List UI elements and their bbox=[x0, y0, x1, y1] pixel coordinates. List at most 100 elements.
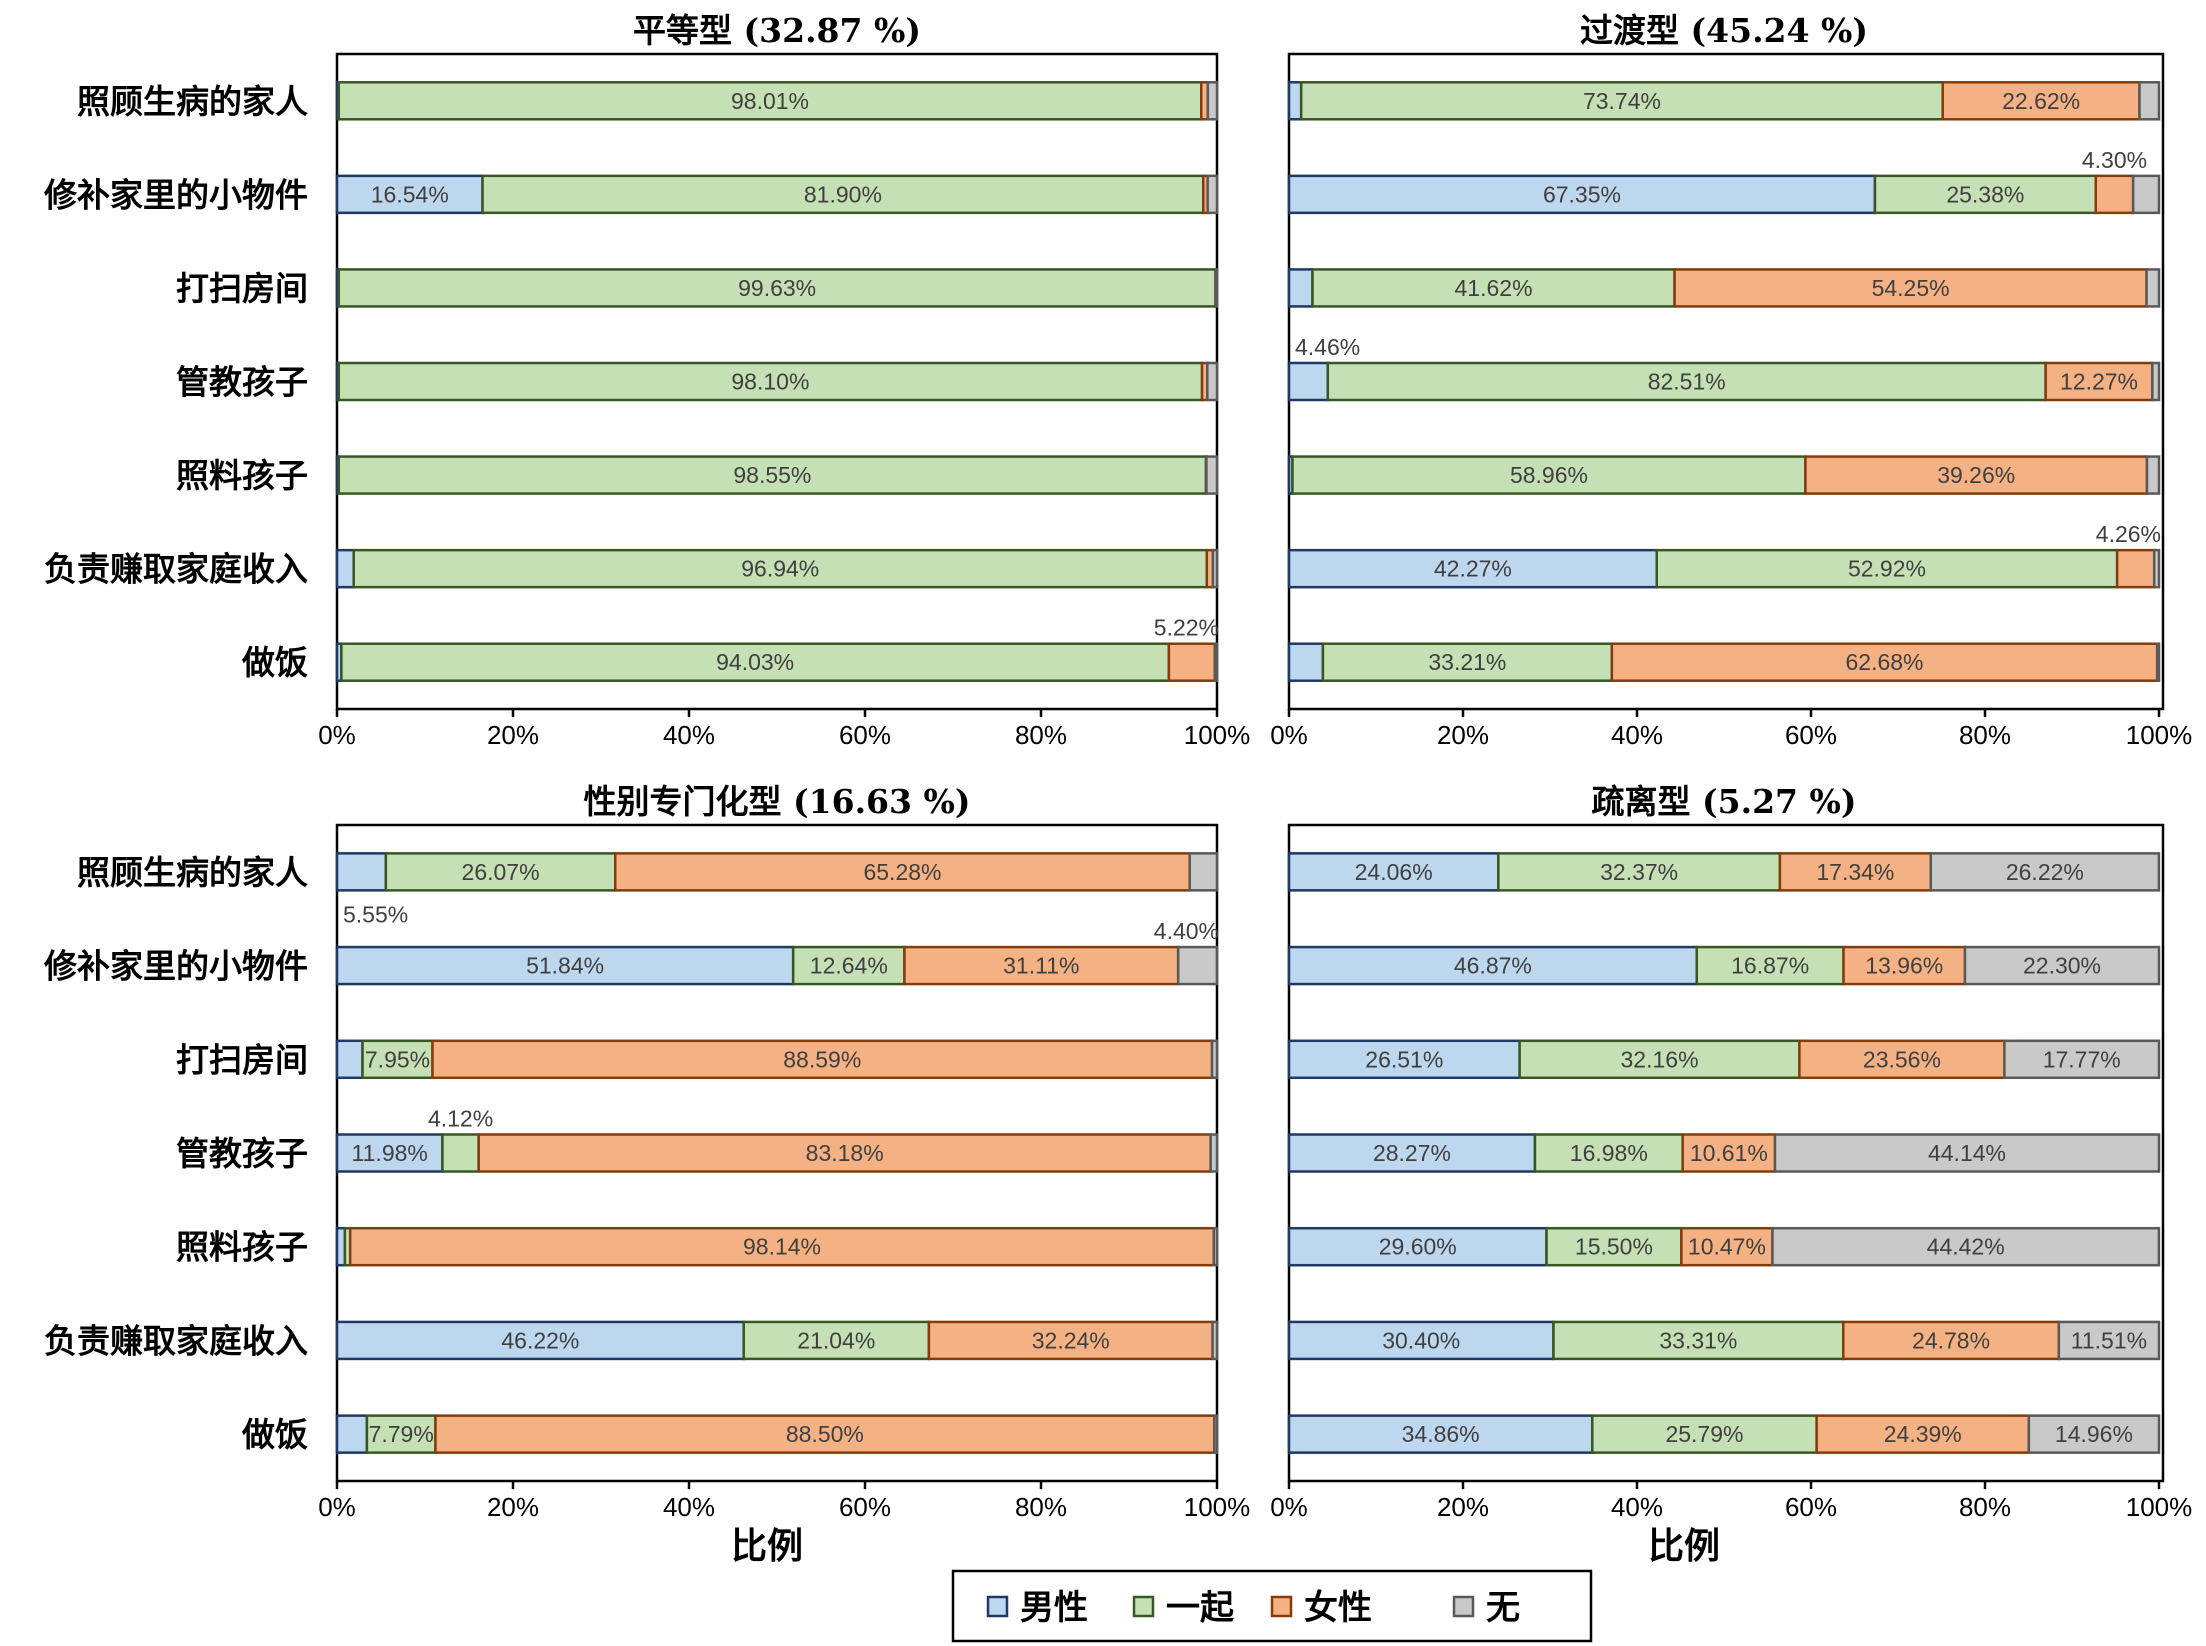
category-label: 照料孩子 bbox=[176, 1228, 308, 1267]
bar-segment-male bbox=[1287, 174, 1877, 215]
category-label: 做饭 bbox=[241, 1415, 308, 1454]
bar-segment-none bbox=[1209, 1133, 1219, 1173]
data-label: 31.11% bbox=[1003, 953, 1079, 979]
bar-segment-none bbox=[1211, 548, 1219, 589]
x-tick-label: 60% bbox=[839, 720, 891, 750]
data-label: 15.50% bbox=[1575, 1234, 1653, 1260]
legend-entry: 男性 bbox=[1020, 1588, 1088, 1628]
bar-segment-none bbox=[2151, 361, 2161, 402]
data-label: 82.51% bbox=[1648, 369, 1726, 395]
bar-segment-male bbox=[1287, 1039, 1521, 1080]
bar-segment-none bbox=[1188, 852, 1219, 892]
bar-row: 管教孩子 11.98% 83.18% 4.12% bbox=[176, 1106, 1219, 1173]
x-tick-label: 20% bbox=[1437, 1492, 1489, 1522]
bar-segment-together bbox=[1533, 1133, 1684, 1173]
category-label: 照料孩子 bbox=[176, 456, 308, 495]
bar-segment-none bbox=[1176, 945, 1219, 986]
bar-segment-together bbox=[365, 1414, 437, 1454]
data-label: 32.37% bbox=[1600, 859, 1678, 885]
bar-segment-male bbox=[1287, 945, 1699, 986]
bar-segment-male bbox=[1287, 361, 1330, 402]
data-label: 83.18% bbox=[806, 1140, 884, 1166]
bar-segment-female bbox=[1804, 455, 2149, 495]
bar-segment-none bbox=[2145, 268, 2161, 308]
bar-segment-male bbox=[1287, 548, 1658, 589]
data-label: 7.95% bbox=[365, 1046, 430, 1072]
data-label: 58.96% bbox=[1510, 462, 1588, 488]
x-tick-label: 40% bbox=[663, 720, 715, 750]
bar-segment-none bbox=[2131, 174, 2161, 215]
data-label: 28.27% bbox=[1373, 1140, 1451, 1166]
panel-1: 平等型 (32.87 %) 照顾生病的家人 98.01% 修补家里的小物件 16.54%… bbox=[43, 11, 1250, 750]
data-label: 25.79% bbox=[1665, 1421, 1743, 1447]
x-tick-label: 60% bbox=[1785, 720, 1837, 750]
bar-segment-none bbox=[1210, 1039, 1219, 1080]
data-label: 98.10% bbox=[731, 369, 809, 395]
x-tick-label: 40% bbox=[1611, 1492, 1663, 1522]
bar-segment-none bbox=[1213, 1414, 1219, 1454]
bar-segment-female bbox=[2115, 548, 2156, 589]
data-label: 13.96% bbox=[1865, 953, 1943, 979]
data-label: 23.56% bbox=[1863, 1046, 1941, 1072]
data-label-outside: 4.26% bbox=[2096, 521, 2161, 547]
data-label: 33.31% bbox=[1659, 1327, 1737, 1353]
panel-title: 性别专门化型 (16.63 %) bbox=[584, 782, 971, 821]
bar-segment-female bbox=[1673, 268, 2148, 308]
data-label: 12.64% bbox=[810, 953, 888, 979]
data-label: 88.50% bbox=[786, 1421, 864, 1447]
bar-segment-none bbox=[1211, 1320, 1219, 1361]
legend-entry: 女性 bbox=[1304, 1588, 1372, 1628]
bar-segment-none bbox=[1212, 1226, 1219, 1267]
bar-segment-none bbox=[1771, 1226, 2161, 1267]
bar-segment-female bbox=[434, 1414, 1216, 1454]
x-tick-label: 100% bbox=[1184, 1492, 1251, 1522]
data-label: 88.59% bbox=[783, 1046, 861, 1072]
bar-row: 做饭 94.03% 5.22% bbox=[241, 615, 1219, 683]
x-tick-label: 60% bbox=[1785, 1492, 1837, 1522]
bar-segment-none bbox=[1929, 852, 2161, 892]
category-label: 修补家里的小物件 bbox=[43, 947, 308, 986]
bar-segment-male bbox=[335, 852, 388, 892]
bar-row: 修补家里的小物件 16.54% 81.90% bbox=[43, 174, 1219, 214]
panel-title: 平等型 (32.87 %) bbox=[633, 11, 921, 50]
data-label: 12.27% bbox=[2060, 369, 2138, 395]
x-tick-label: 20% bbox=[1437, 720, 1489, 750]
bar-row: 照顾生病的家人 98.01% bbox=[77, 81, 1219, 121]
bar-row: 打扫房间 7.95% 88.59% bbox=[176, 1039, 1219, 1080]
bar-segment-together bbox=[337, 455, 1208, 495]
bar-segment-none bbox=[2057, 1320, 2161, 1361]
legend-swatch bbox=[1452, 1595, 1475, 1618]
category-label: 做饭 bbox=[241, 643, 308, 682]
bar-segment-none bbox=[1773, 1133, 2161, 1173]
data-label: 42.27% bbox=[1434, 556, 1512, 582]
bar-row: 做饭 7.79% 88.50% bbox=[241, 1414, 1219, 1454]
bar-segment-together bbox=[1299, 81, 1944, 121]
bar-segment-male bbox=[1287, 852, 1500, 892]
bar-segment-female bbox=[1681, 1133, 1777, 1173]
x-tick-label: 0% bbox=[318, 720, 356, 750]
data-label-outside: 4.12% bbox=[428, 1106, 493, 1132]
bar-segment-none bbox=[1205, 455, 1219, 495]
data-label: 7.79% bbox=[369, 1421, 434, 1447]
bar-segment-male bbox=[1287, 1133, 1537, 1173]
bar-segment-female bbox=[903, 945, 1180, 986]
bar-row: 58.96% 39.26% bbox=[1287, 455, 2161, 495]
data-label: 62.68% bbox=[1846, 649, 1924, 675]
data-label: 10.47% bbox=[1688, 1234, 1766, 1260]
data-label-outside: 5.22% bbox=[1154, 615, 1219, 641]
bar-row: 26.51% 32.16% 23.56% 17.77% bbox=[1287, 1039, 2161, 1080]
data-label: 33.21% bbox=[1428, 649, 1506, 675]
bar-segment-none bbox=[1213, 642, 1219, 682]
panel-4: 疏离型 (5.27 %) 24.06% 32.37% 17.34% 26.22% 46.8… bbox=[1270, 782, 2192, 1567]
data-label: 24.06% bbox=[1355, 859, 1433, 885]
data-label: 26.07% bbox=[462, 859, 540, 885]
data-label: 11.51% bbox=[2071, 1327, 2147, 1353]
data-label: 21.04% bbox=[797, 1327, 875, 1353]
legend-entry: 无 bbox=[1486, 1588, 1520, 1628]
data-label: 26.22% bbox=[2006, 859, 2084, 885]
bar-segment-male bbox=[1287, 268, 1314, 308]
bar-row: 42.27% 52.92% 4.26% bbox=[1287, 521, 2161, 589]
bar-row: 46.87% 16.87% 13.96% 22.30% bbox=[1287, 945, 2161, 986]
category-label: 负责赚取家庭收入 bbox=[44, 1321, 308, 1360]
x-tick-label: 20% bbox=[487, 1492, 539, 1522]
